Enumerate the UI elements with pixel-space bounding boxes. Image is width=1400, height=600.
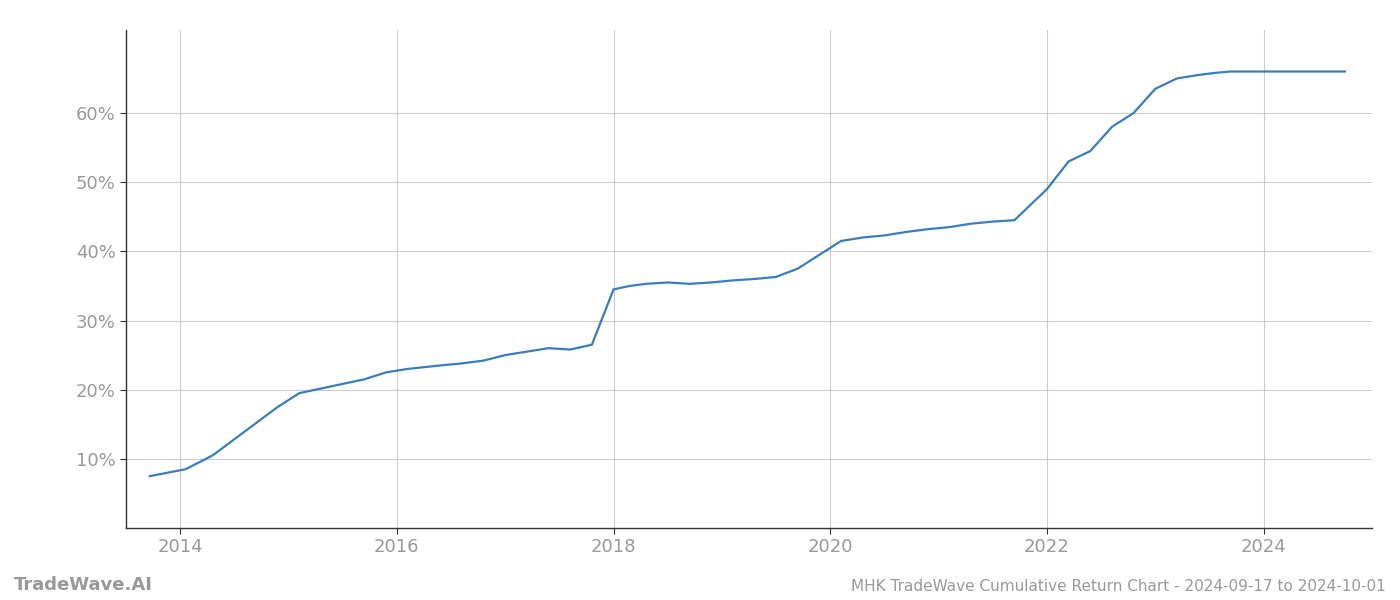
- Text: MHK TradeWave Cumulative Return Chart - 2024-09-17 to 2024-10-01: MHK TradeWave Cumulative Return Chart - …: [851, 579, 1386, 594]
- Text: TradeWave.AI: TradeWave.AI: [14, 576, 153, 594]
